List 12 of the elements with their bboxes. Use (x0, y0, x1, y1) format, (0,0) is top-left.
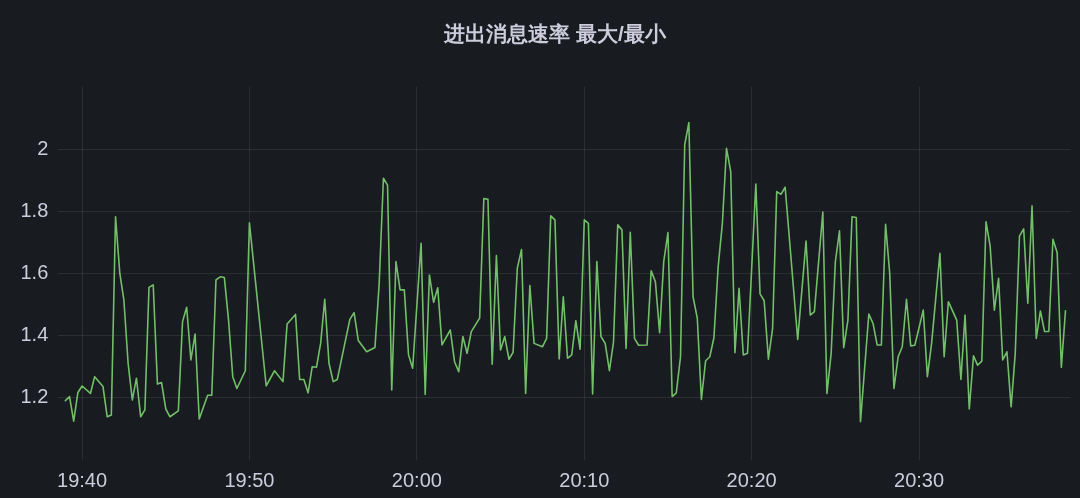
x-tick-label: 19:40 (57, 468, 108, 491)
y-tick-label: 1.4 (20, 323, 49, 346)
y-tick-label: 1.8 (20, 198, 49, 221)
y-tick-label: 2 (37, 136, 49, 159)
x-tick-label: 20:10 (559, 468, 610, 491)
chart-title: 进出消息速率 最大/最小 (443, 21, 667, 45)
x-tick-label: 20:20 (726, 468, 777, 491)
x-tick-label: 20:30 (894, 468, 945, 491)
y-tick-label: 1.6 (20, 260, 49, 283)
x-tick-label: 19:50 (224, 468, 275, 491)
x-tick-label: 20:00 (391, 468, 442, 491)
y-tick-label: 1.2 (20, 385, 49, 408)
